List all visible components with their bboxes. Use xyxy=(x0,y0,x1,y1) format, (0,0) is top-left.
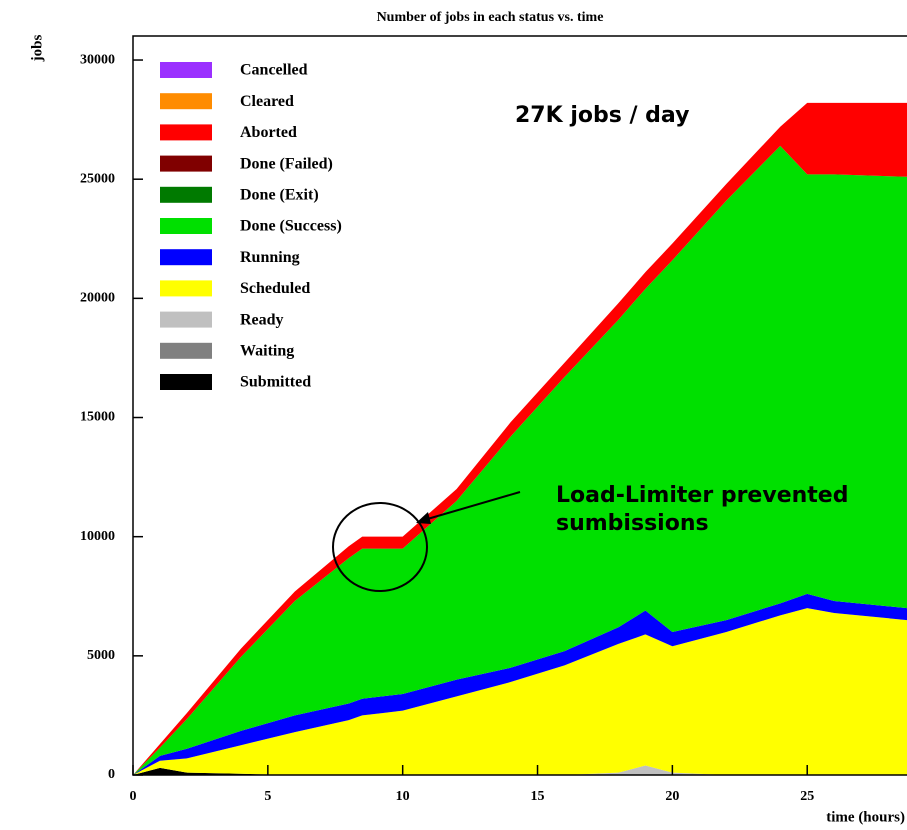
area xyxy=(133,608,907,775)
legend-label: Scheduled xyxy=(240,280,310,297)
legend-label: Waiting xyxy=(240,342,294,359)
legend-swatch xyxy=(160,342,212,359)
legend-swatch xyxy=(160,62,212,78)
x-tick-label: 0 xyxy=(130,789,137,804)
annotation: Load-Limiter prevented sumbissions xyxy=(556,483,849,536)
legend-swatch xyxy=(160,186,212,203)
legend-swatch xyxy=(160,374,212,390)
y-tick-label: 0 xyxy=(108,767,115,782)
legend-label: Submitted xyxy=(240,374,311,391)
chart-title: Number of jobs in each status vs. time xyxy=(377,10,604,25)
legend-label: Cancelled xyxy=(240,62,308,79)
y-tick-label: 30000 xyxy=(80,52,115,67)
y-tick-label: 5000 xyxy=(87,648,115,663)
y-tick-label: 15000 xyxy=(80,410,115,425)
legend-label: Done (Success) xyxy=(240,218,342,235)
arrow-line xyxy=(423,491,521,521)
x-tick-label: 10 xyxy=(396,789,410,804)
areas xyxy=(133,102,907,776)
legend-swatch xyxy=(160,280,212,297)
legend-label: Ready xyxy=(240,311,284,328)
y-tick-label: 20000 xyxy=(80,291,115,306)
y-tick-label: 25000 xyxy=(80,171,115,186)
x-tick-label: 5 xyxy=(264,789,271,804)
legend-swatch xyxy=(160,93,212,110)
legend-label: Done (Exit) xyxy=(240,186,319,203)
area xyxy=(133,102,907,776)
legend-label: Done (Failed) xyxy=(240,155,333,172)
highlight-circle xyxy=(332,502,428,592)
legend-swatch xyxy=(160,311,212,328)
y-tick-label: 10000 xyxy=(80,529,115,544)
legend-label: Aborted xyxy=(240,124,297,141)
legend-swatch xyxy=(160,155,212,172)
legend-swatch xyxy=(160,124,212,141)
x-tick-label: 25 xyxy=(800,789,814,804)
arrow-head xyxy=(416,512,431,524)
plot-frame xyxy=(132,35,907,776)
x-tick-label: 20 xyxy=(665,789,679,804)
x-tick-label: 15 xyxy=(531,789,545,804)
x-axis-label: time (hours) xyxy=(826,809,905,825)
legend-swatch xyxy=(160,218,212,234)
y-axis-label: jobs xyxy=(29,35,45,63)
legend-swatch xyxy=(160,249,212,266)
area xyxy=(133,145,907,776)
area xyxy=(133,593,907,775)
annotation: 27K jobs / day xyxy=(515,103,689,128)
legend-label: Cleared xyxy=(240,93,294,110)
legend-label: Running xyxy=(240,249,300,266)
